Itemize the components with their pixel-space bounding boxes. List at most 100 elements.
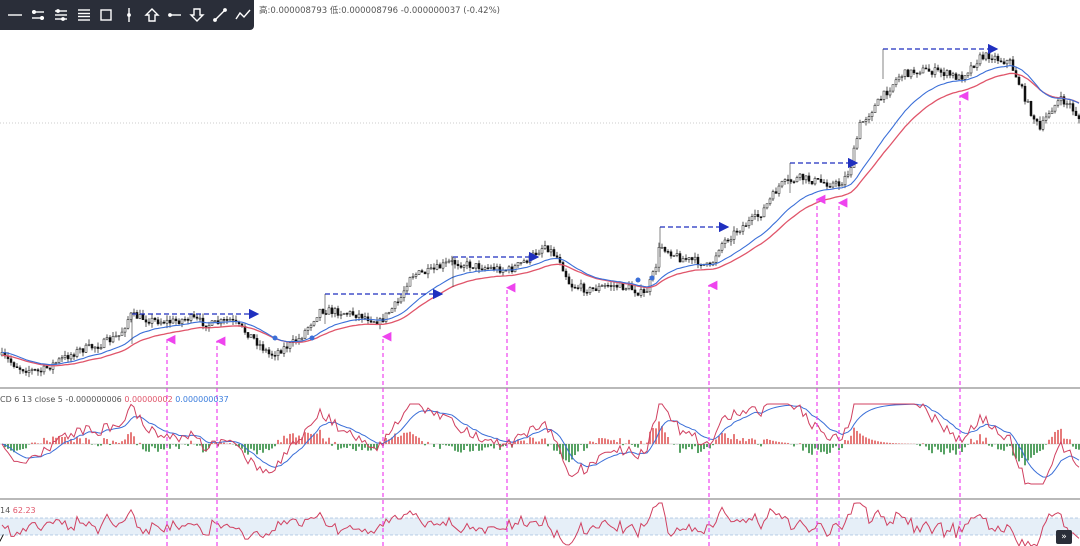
- macd-histogram-bar: [616, 442, 618, 444]
- rsi-band: [0, 518, 1080, 535]
- candle-body: [756, 214, 760, 217]
- macd-histogram-bar: [1051, 436, 1053, 444]
- arrow-down-icon[interactable]: [186, 3, 209, 27]
- macd-histogram-bar: [223, 442, 225, 444]
- trend-line-icon[interactable]: [209, 3, 232, 27]
- fib-retracement-icon[interactable]: [72, 3, 95, 27]
- macd-histogram-bar: [733, 434, 735, 444]
- candle-body: [231, 318, 235, 321]
- candle-body: [105, 337, 109, 340]
- candle-body: [798, 173, 802, 178]
- change-value: -0.000000037 (-0.42%): [400, 6, 500, 16]
- candle-body: [300, 337, 304, 340]
- candle-body: [813, 178, 817, 185]
- candle-body: [885, 90, 889, 96]
- macd-histogram-bar: [136, 444, 138, 446]
- macd-histogram-bar: [487, 444, 489, 448]
- candle-body: [543, 245, 547, 249]
- horizontal-ray-icon[interactable]: [163, 3, 186, 27]
- macd-histogram-bar: [151, 444, 153, 447]
- expand-button[interactable]: »: [1056, 530, 1072, 544]
- macd-histogram-bar: [853, 427, 855, 444]
- candle-body: [864, 119, 868, 122]
- macd-histogram-bar: [1042, 444, 1044, 450]
- macd-histogram-bar: [493, 444, 495, 449]
- macd-histogram-bar: [358, 444, 360, 447]
- candle-body: [531, 252, 535, 256]
- candle-body: [969, 65, 973, 74]
- candle-body: [972, 65, 976, 68]
- candle-body: [663, 246, 667, 252]
- price-panel: [0, 49, 1080, 378]
- candle-body: [1053, 104, 1057, 112]
- candle-body: [696, 256, 700, 265]
- macd-histogram-bar: [457, 444, 459, 452]
- candle-body: [762, 207, 766, 218]
- horizontal-line-icon[interactable]: [4, 3, 27, 27]
- candle-body: [609, 285, 613, 287]
- macd-histogram-bar: [475, 444, 477, 446]
- candle-body: [774, 191, 778, 194]
- macd-histogram-bar: [799, 443, 801, 444]
- candle-body: [75, 349, 79, 357]
- macd-histogram-bar: [490, 444, 492, 447]
- macd-histogram-bar: [115, 442, 117, 444]
- macd-histogram-bar: [214, 443, 216, 444]
- macd-histogram-bar: [829, 444, 831, 453]
- macd-histogram-bar: [622, 444, 624, 446]
- macd-histogram-bar: [823, 444, 825, 452]
- candle-body: [591, 287, 595, 289]
- candle-body: [354, 314, 358, 318]
- candle-body: [315, 317, 319, 322]
- candle-body: [822, 181, 826, 184]
- macd-histogram-bar: [502, 444, 504, 447]
- macd-histogram-bar: [715, 439, 717, 444]
- macd-histogram-bar: [553, 444, 555, 451]
- vertical-line-icon[interactable]: [118, 3, 141, 27]
- candle-body: [747, 220, 751, 226]
- candle-body: [309, 324, 313, 328]
- macd-line: [1, 403, 1080, 485]
- candle-body: [681, 258, 685, 263]
- candle-body: [867, 116, 871, 120]
- candle-body: [984, 52, 988, 60]
- macd-histogram-bar: [721, 432, 723, 444]
- macd-histogram-bar: [541, 438, 543, 444]
- arrow-up-icon[interactable]: [140, 3, 163, 27]
- candle-body: [111, 336, 115, 343]
- candle-body: [405, 285, 409, 292]
- macd-histogram-bar: [754, 439, 756, 444]
- candle-body: [966, 72, 970, 76]
- candle-body: [393, 301, 397, 309]
- macd-histogram-bar: [973, 442, 975, 444]
- candle-body: [729, 239, 733, 242]
- macd-histogram-bar: [937, 444, 939, 450]
- macd-histogram-bar: [61, 436, 63, 444]
- candle-body: [66, 355, 70, 360]
- macd-histogram-bar: [883, 442, 885, 444]
- pitchfork-icon[interactable]: [49, 3, 72, 27]
- macd-histogram-bar: [343, 444, 345, 448]
- candle-body: [603, 284, 607, 287]
- rectangle-icon[interactable]: [95, 3, 118, 27]
- macd-histogram-bar: [562, 444, 564, 460]
- candle-body: [147, 321, 151, 324]
- candle-body: [810, 181, 814, 185]
- macd-histogram-bar: [478, 444, 480, 451]
- macd-histogram-bar: [154, 444, 156, 449]
- macd-histogram-bar: [130, 432, 132, 444]
- candle-body: [921, 67, 925, 74]
- candle-body: [753, 214, 757, 217]
- candle-body: [939, 69, 943, 73]
- candle-body: [459, 265, 463, 268]
- candle-body: [837, 181, 841, 187]
- candle-body: [114, 335, 118, 338]
- macd-histogram-bar: [931, 444, 933, 454]
- candle-body: [1065, 103, 1069, 106]
- macd-histogram-bar: [238, 444, 240, 448]
- candle-body: [225, 319, 229, 321]
- path-icon[interactable]: [231, 3, 254, 27]
- candle-body: [819, 178, 823, 183]
- parallel-channel-icon[interactable]: [27, 3, 50, 27]
